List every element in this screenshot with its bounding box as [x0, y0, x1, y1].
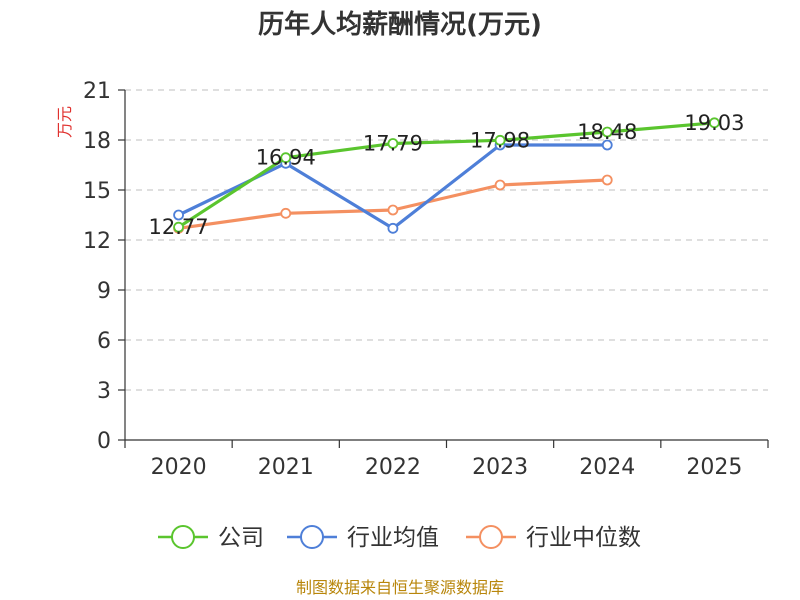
data-point-1-2024[interactable]: [601, 139, 613, 151]
y-tick-label-21: 21: [83, 79, 111, 104]
data-point-0-2024[interactable]: [601, 126, 613, 138]
legend-label-0: 公司: [218, 525, 264, 551]
data-point-0-2022[interactable]: [387, 138, 399, 149]
y-tick-label-18: 18: [83, 129, 111, 154]
data-point-0-2023[interactable]: [494, 134, 506, 146]
legend-item-2[interactable]: 行业中位数: [466, 525, 641, 551]
y-axis-label: 万元: [55, 106, 74, 138]
x-tick-label-2020: 2020: [151, 455, 207, 480]
legend-label-2: 行业中位数: [526, 525, 641, 551]
legend-marker-0: [171, 525, 195, 549]
legend[interactable]: 公司 行业均值 行业中位数: [158, 525, 641, 551]
series-group: [173, 117, 720, 234]
x-tick-label-2021: 2021: [258, 455, 314, 480]
y-tick-label-3: 3: [97, 379, 111, 404]
data-point-2-2021[interactable]: [280, 207, 292, 219]
y-tick-label-6: 6: [97, 329, 111, 354]
source-note: 制图数据来自恒生聚源数据库: [296, 578, 504, 597]
x-tick-label-2023: 2023: [472, 455, 528, 480]
data-labels: 12.77 16.94 17.79 17.98 18.48 19.03: [149, 111, 745, 239]
y-tick-label-15: 15: [83, 179, 111, 204]
data-point-2-2023[interactable]: [494, 179, 506, 191]
legend-marker-1: [300, 525, 324, 549]
y-tick-label-12: 12: [83, 229, 111, 254]
data-point-0-2025[interactable]: [709, 117, 720, 129]
legend-item-1[interactable]: 行业均值: [287, 525, 439, 551]
data-point-0-2020[interactable]: [173, 221, 184, 233]
data-label-2024: 18.48: [577, 120, 637, 144]
data-point-2-2022[interactable]: [387, 204, 399, 216]
data-label-2021: 16.94: [256, 146, 316, 170]
gridlines: [125, 89, 768, 391]
data-label-2022: 17.79: [363, 132, 423, 156]
data-point-2-2024[interactable]: [601, 174, 613, 186]
data-point-1-2022[interactable]: [387, 222, 399, 234]
x-tick-label-2024: 2024: [579, 455, 635, 480]
legend-marker-2: [479, 525, 503, 549]
x-tick-label-2025: 2025: [686, 455, 742, 480]
x-tick-label-2022: 2022: [365, 455, 421, 480]
data-point-1-2020[interactable]: [173, 209, 184, 221]
x-tick-labels: 2020 2021 2022 2023 2024 2025: [151, 455, 743, 480]
y-tick-labels: 0 3 6 9 12 15 18 21: [83, 79, 111, 454]
data-label-2025: 19.03: [684, 111, 744, 135]
data-label-2023: 17.98: [470, 128, 530, 152]
data-point-0-2021[interactable]: [280, 152, 292, 164]
legend-label-1: 行业均值: [347, 525, 439, 551]
series-line-0: [177, 121, 715, 229]
chart-title: 历年人均薪酬情况(万元): [258, 9, 542, 40]
legend-item-0[interactable]: 公司: [158, 525, 264, 551]
y-tick-label-9: 9: [97, 279, 111, 304]
data-label-2020: 12.77: [149, 215, 209, 239]
axes: [118, 89, 769, 448]
y-tick-label-0: 0: [97, 429, 111, 454]
